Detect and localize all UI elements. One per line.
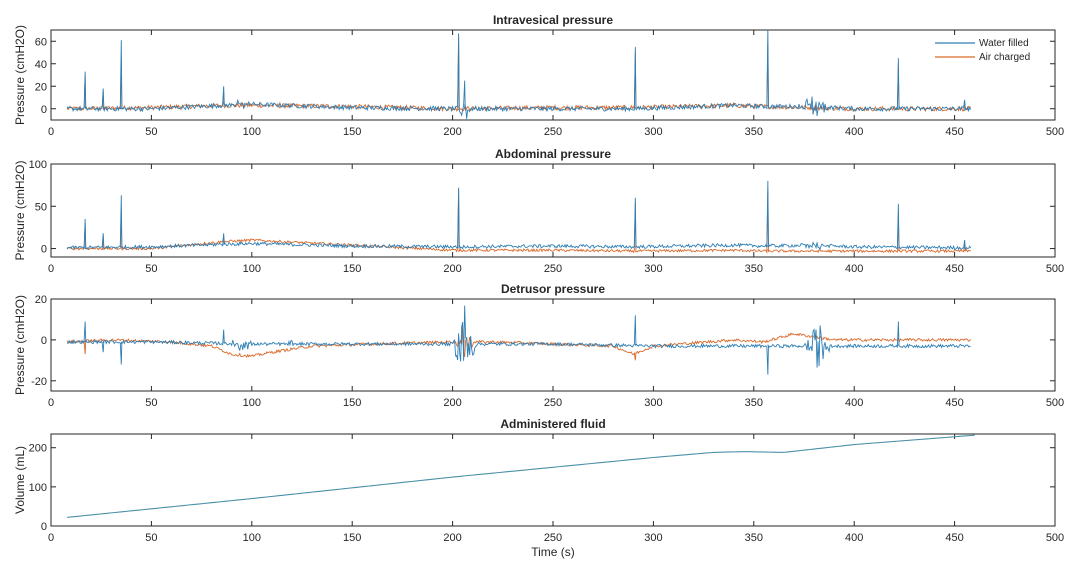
y-tick-label: 60 [35,36,47,48]
x-tick-label: 500 [1046,126,1064,138]
x-tick-label: 350 [745,126,763,138]
x-tick-label: 200 [443,397,461,409]
subplot-2: Abdominal pressure 0 50 100 150 200 250 300 350 4… [13,147,1064,275]
x-tick-label: 400 [845,263,863,275]
legend-label: Air charged [979,52,1030,63]
x-tick-label: 150 [343,263,361,275]
x-tick-label: 300 [644,263,662,275]
y-axis-label: Pressure (cmH2O) [13,295,27,395]
x-tick-label: 350 [745,532,763,544]
x-tick-label: 450 [945,532,963,544]
y-tick-label: 0 [41,335,47,347]
x-tick-label: 300 [644,397,662,409]
chart-title: Detrusor pressure [501,282,605,296]
y-tick-label: 40 [35,59,47,71]
series-line-water-filled [66,305,971,375]
x-tick-label: 50 [145,532,157,544]
x-tick-label: 450 [945,126,963,138]
x-tick-label: 250 [544,126,562,138]
x-tick-label: 250 [544,397,562,409]
x-tick-label: 200 [443,126,461,138]
x-axis-label: Time (s) [531,545,575,559]
x-tick-label: 50 [145,263,157,275]
x-tick-label: 300 [644,126,662,138]
x-tick-label: 100 [243,126,261,138]
y-tick-label: 0 [41,521,47,533]
series-line-water-filled [66,180,972,251]
chart-title: Administered fluid [500,417,605,431]
axes-box [50,163,1056,258]
x-tick-label: 150 [343,532,361,544]
y-axis-label: Pressure (cmH2O) [13,160,27,260]
x-tick-label: 250 [544,532,562,544]
y-tick-label: -20 [31,376,47,388]
x-tick-label: 500 [1046,397,1064,409]
y-tick-label: 0 [41,104,47,116]
y-tick-label: 20 [35,294,47,306]
x-tick-label: 350 [745,397,763,409]
x-tick-label: 250 [544,263,562,275]
y-tick-label: 100 [29,159,47,171]
series-line-air-charged [66,36,971,113]
x-tick-label: 200 [443,263,461,275]
chart-title: Intravesical pressure [493,13,613,27]
x-tick-label: 0 [48,397,54,409]
x-tick-label: 300 [644,532,662,544]
x-tick-label: 150 [343,397,361,409]
chart-title: Abdominal pressure [495,147,611,161]
y-axis-label: Volume (mL) [13,446,27,514]
series-line-water-filled [66,30,972,119]
subplot-4: Administered fluid 0 50 100 150 200 250 300 350 4… [13,417,1064,544]
x-tick-label: 50 [145,397,157,409]
x-tick-label: 100 [243,532,261,544]
x-tick-label: 500 [1046,532,1064,544]
x-tick-label: 0 [48,532,54,544]
x-tick-label: 200 [443,532,461,544]
legend: Water filled Air charged [935,38,1030,63]
x-tick-label: 400 [845,397,863,409]
x-tick-label: 450 [945,397,963,409]
x-tick-label: 50 [145,126,157,138]
x-tick-label: 450 [945,263,963,275]
series-line-volume [67,434,975,518]
axes-box [50,433,1056,527]
y-tick-label: 200 [29,443,47,455]
x-tick-label: 100 [243,397,261,409]
y-tick-label: 50 [35,201,47,213]
x-tick-label: 100 [243,263,261,275]
legend-label: Water filled [979,38,1029,49]
x-tick-label: 0 [48,126,54,138]
y-tick-label: 0 [41,244,47,256]
x-tick-label: 500 [1046,263,1064,275]
x-tick-label: 400 [845,532,863,544]
y-axis-label: Pressure (cmH2O) [13,25,27,125]
y-tick-label: 20 [35,81,47,93]
y-tick-label: 100 [29,482,47,494]
x-tick-label: 150 [343,126,361,138]
x-tick-label: 0 [48,263,54,275]
x-tick-label: 350 [745,263,763,275]
x-tick-label: 400 [845,126,863,138]
